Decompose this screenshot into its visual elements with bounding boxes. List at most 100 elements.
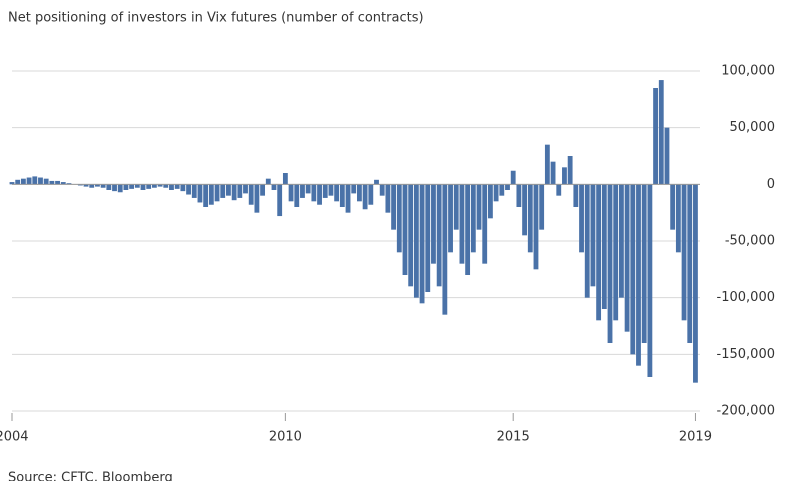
bar [243,184,248,194]
bar [562,167,567,185]
source: Source: CFTC, Bloomberg [8,471,173,481]
bar [499,184,505,196]
y-tick-label: -150,000 [717,347,775,362]
bar [265,178,271,185]
bar [226,184,231,196]
bar [442,184,448,315]
bar [208,184,214,205]
bar [288,184,294,202]
x-tick-label: 2019 [679,430,712,445]
bar [140,184,146,190]
bar [556,184,562,196]
bar [55,180,60,185]
bar [596,184,602,321]
bar [670,184,676,230]
bar [613,184,619,321]
bar [362,184,368,210]
bar [146,184,152,189]
bar [636,184,641,366]
bar [60,182,66,185]
bar [328,184,334,196]
bar [476,184,482,230]
x-tick-label: 2010 [269,430,302,445]
bar [38,177,43,185]
bar [419,184,425,304]
bar [618,184,624,298]
bar [687,184,693,343]
chart-title: Net positioning of investors in Vix futu… [8,11,424,26]
bar [465,184,471,275]
bar [584,184,590,298]
y-tick-label: -200,000 [717,404,775,419]
bar [402,184,408,275]
bar [675,184,681,253]
bar [413,184,419,298]
bar [487,184,493,219]
bar [601,184,607,309]
bar [95,184,100,187]
bar [15,179,21,185]
bar [277,184,283,217]
bar [20,178,26,185]
bar [681,184,687,321]
bar [459,184,465,264]
bar [49,180,55,185]
bar [379,184,385,196]
bar [345,184,351,213]
bar [522,184,527,236]
bar [26,177,32,185]
bar [117,184,123,193]
bar [482,184,488,264]
bar [322,184,328,198]
bar [174,184,180,189]
bar [664,127,670,185]
bar [311,184,317,202]
bar [89,184,95,188]
bar [203,184,209,207]
bar [544,144,550,185]
bar [590,184,596,287]
bar [510,170,516,185]
bar [470,184,476,253]
bar [260,184,266,196]
bar [32,176,38,185]
bar [641,184,647,343]
bar [163,184,169,188]
bar [271,184,277,190]
bar [134,184,140,188]
bar [408,184,414,287]
bar [624,184,630,332]
bar [425,184,431,292]
bar [647,184,653,377]
bar [396,184,402,253]
bar [112,184,117,192]
bar [231,184,237,201]
bar [567,156,573,185]
bar [317,184,322,205]
bar [351,184,357,194]
bar [66,183,72,185]
bar [220,184,226,198]
bar [339,184,345,207]
bar [653,88,658,185]
bar [374,179,379,185]
bar [453,184,459,230]
bar [282,173,288,185]
y-tick-label: -50,000 [725,234,775,249]
x-tick-label: 2004 [0,430,29,445]
bar [533,184,539,270]
bar [300,184,305,198]
bar [505,184,510,190]
bar [305,184,311,194]
bar [43,178,49,185]
bar [106,184,112,190]
bar [431,184,436,264]
bar [550,161,556,185]
bar [630,184,636,355]
bar [539,184,545,230]
bar [368,184,374,205]
bar [180,184,186,192]
bar [83,184,89,187]
bar [493,184,499,202]
